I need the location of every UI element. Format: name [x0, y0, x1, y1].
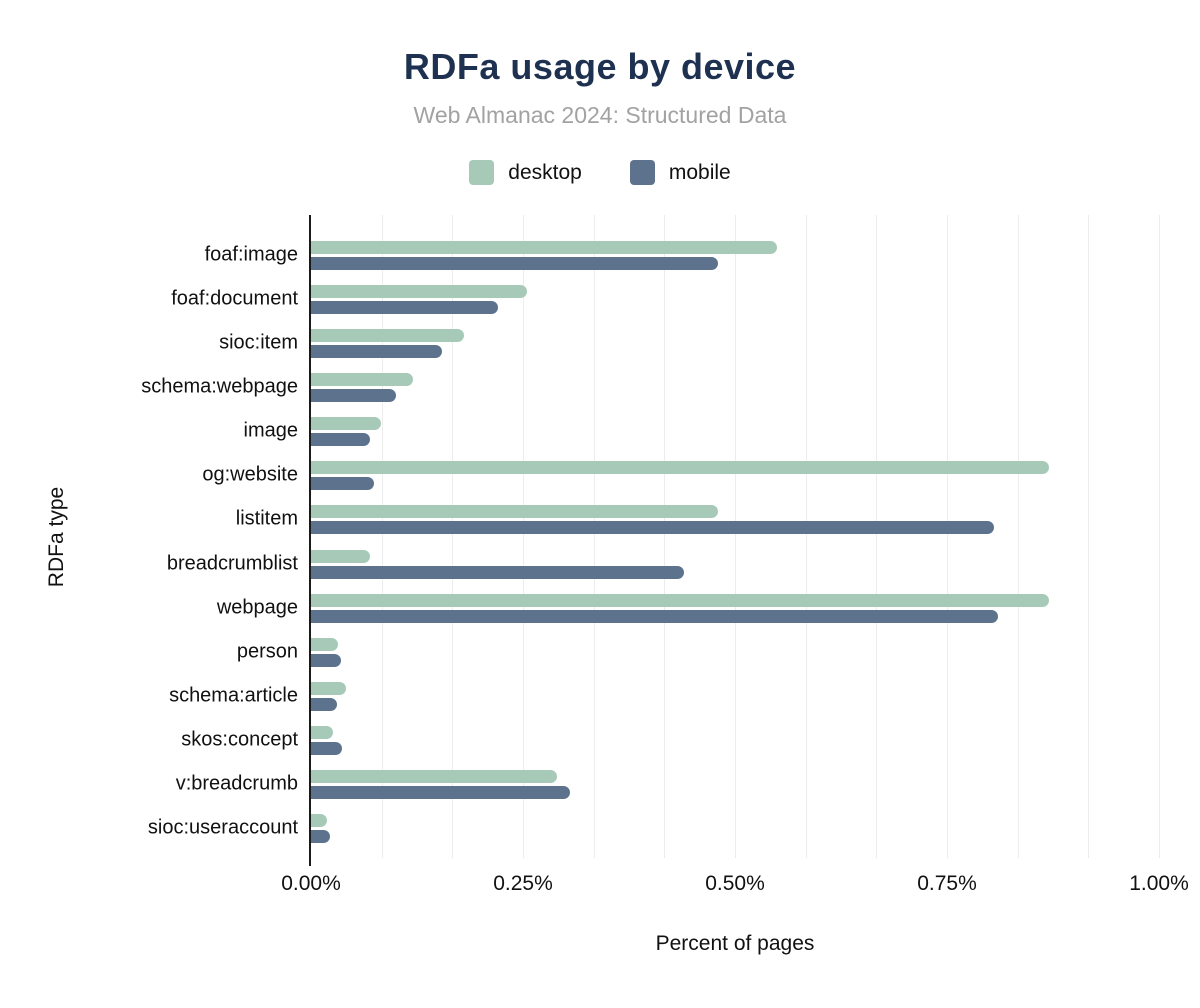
y-tick-label: foaf:image	[204, 243, 298, 266]
category-row-breadcrumblist: breadcrumblist	[167, 542, 1159, 586]
gridline	[664, 215, 666, 858]
gridline	[735, 215, 736, 858]
category-row-og-website: og:website	[202, 453, 1159, 497]
x-tick-label: 1.00%	[1129, 872, 1189, 895]
y-tick-label: breadcrumblist	[166, 552, 298, 575]
bar-desktop	[311, 814, 328, 828]
bar-mobile	[311, 433, 371, 447]
plot-area: foaf:image foaf:document sioc:item schema:w…	[141, 215, 1160, 866]
bar-desktop	[311, 549, 371, 563]
y-axis-line	[309, 215, 311, 866]
bar-desktop	[311, 637, 339, 651]
legend-item-desktop[interactable]: desktop	[469, 160, 582, 185]
y-tick-label: og:website	[202, 463, 298, 486]
y-tick-label: sioc:item	[219, 331, 298, 354]
bar-mobile	[311, 301, 498, 315]
bar-desktop	[311, 373, 413, 387]
bar-mobile	[311, 609, 998, 623]
bar-mobile	[311, 785, 570, 799]
bar-mobile	[311, 653, 341, 667]
bar-desktop	[311, 725, 334, 739]
gridline	[805, 215, 807, 858]
x-tick-label: 0.50%	[705, 872, 765, 895]
gridline	[1159, 215, 1160, 858]
category-row-skos-concept: skos:concept	[181, 718, 1159, 762]
gridline	[452, 215, 454, 858]
gridline	[1088, 215, 1090, 858]
bar-desktop	[311, 329, 464, 343]
category-row-schema-webpage: schema:webpage	[141, 365, 1159, 409]
legend-item-mobile[interactable]: mobile	[629, 160, 731, 185]
bar-desktop	[311, 681, 346, 695]
bar-desktop	[311, 505, 719, 519]
y-tick-label: schema:article	[169, 684, 298, 707]
y-tick-label: schema:webpage	[141, 375, 298, 398]
y-tick-label: sioc:useraccount	[147, 816, 298, 839]
category-row-v-breadcrumb: v:breadcrumb	[176, 762, 1159, 806]
bar-mobile	[311, 477, 374, 491]
bar-mobile	[311, 741, 342, 755]
bar-mobile	[311, 521, 994, 535]
bar-mobile	[311, 257, 719, 270]
x-axis-title: Percent of pages	[655, 932, 815, 955]
x-axis-ticks: 0.00% 0.25% 0.50% 0.75% 1.00%	[281, 872, 1189, 898]
category-row-person: person	[237, 630, 1159, 674]
y-tick-label: person	[236, 640, 298, 663]
mobile-swatch-icon	[629, 160, 655, 185]
y-tick-label: skos:concept	[181, 728, 298, 751]
category-row-sioc-useraccount: sioc:useraccount	[148, 806, 1159, 850]
legend: desktop mobile	[0, 160, 1200, 185]
bar-desktop	[311, 593, 1049, 607]
y-tick-label: listitem	[235, 507, 298, 530]
gridline	[947, 215, 948, 858]
y-tick-label: foaf:document	[171, 287, 298, 310]
bar-mobile	[311, 697, 338, 711]
x-tick-label: 0.75%	[917, 872, 977, 895]
x-tick-label: 0.25%	[493, 872, 553, 895]
gridline	[593, 215, 595, 858]
y-tick-label: webpage	[216, 596, 298, 619]
category-row-foaf-image: foaf:image	[205, 233, 1159, 277]
x-tick-label: 0.00%	[281, 872, 341, 895]
bar-mobile	[311, 830, 330, 844]
category-row-sioc-item: sioc:item	[219, 321, 1159, 365]
gridline	[381, 215, 383, 858]
bar-mobile	[311, 345, 443, 359]
category-row-listitem: listitem	[236, 497, 1159, 541]
bar-desktop	[311, 241, 778, 254]
bar-mobile	[311, 389, 396, 403]
bar-mobile	[311, 565, 685, 579]
chart-subtitle: Web Almanac 2024: Structured Data	[413, 102, 787, 128]
category-row-foaf-document: foaf:document	[171, 277, 1159, 321]
bar-rows: foaf:image foaf:document sioc:item schema:w…	[141, 233, 1159, 850]
desktop-swatch-icon	[469, 160, 495, 185]
gridline	[523, 215, 524, 858]
gridline	[876, 215, 878, 858]
category-row-image: image	[244, 409, 1159, 453]
bar-desktop	[311, 417, 381, 431]
gridline	[1017, 215, 1019, 858]
bar-desktop	[311, 285, 528, 299]
legend-label-desktop: desktop	[508, 160, 582, 184]
bar-desktop	[311, 769, 557, 783]
y-tick-label: image	[243, 419, 298, 442]
y-tick-label: v:breadcrumb	[175, 772, 298, 795]
bar-desktop	[311, 461, 1049, 475]
chart-title: RDFa usage by device	[403, 46, 797, 87]
category-row-webpage: webpage	[217, 586, 1159, 630]
category-row-schema-article: schema:article	[169, 674, 1159, 718]
y-axis-title: RDFa type	[45, 486, 68, 588]
legend-label-mobile: mobile	[668, 160, 731, 184]
